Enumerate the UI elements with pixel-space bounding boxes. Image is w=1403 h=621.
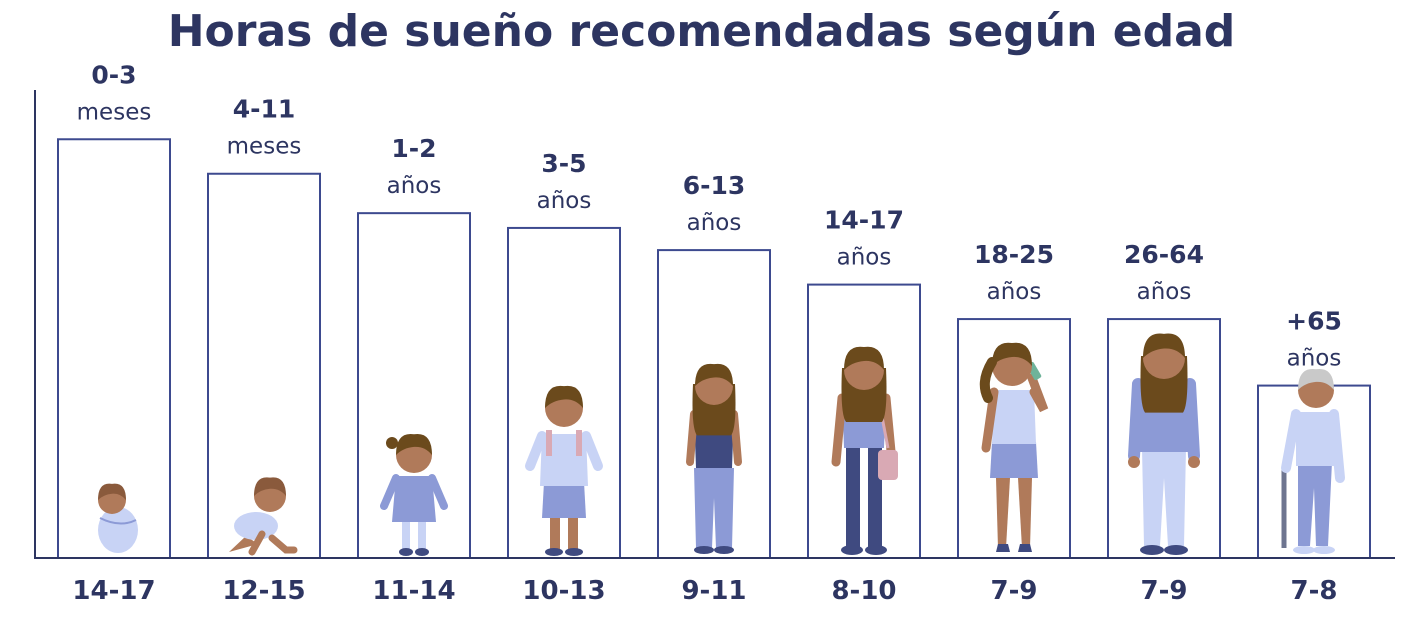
chart-title: Horas de sueño recomendadas según edad [167,6,1236,57]
figure-baby-crawling-icon [229,477,298,556]
figures [98,333,1345,556]
figure-toddler-icon [380,434,448,556]
age-unit-label: años [987,279,1042,305]
age-range-label: 4-11 [233,95,296,124]
labels: 0-3 meses 14-17 4-11 meses 12-15 1-2 años 11-14 3… [72,60,1341,606]
hours-label: 14-17 [72,576,155,606]
age-unit-label: años [387,173,442,199]
age-range-label: 3-5 [541,149,586,178]
hours-label: 7-9 [1141,576,1188,606]
figure-baby-swaddled-icon [98,483,138,553]
figure-senior-icon [1281,369,1345,554]
figure-adult-icon [1128,333,1200,555]
hours-label: 7-8 [1291,576,1338,606]
age-range-label: 1-2 [391,134,436,163]
figure-young-adult-icon [979,342,1049,552]
hours-label: 8-10 [831,576,896,606]
age-range-label: 26-64 [1124,240,1204,269]
hours-label: 10-13 [522,576,605,606]
hours-label: 12-15 [222,576,305,606]
age-unit-label: meses [77,99,152,125]
age-unit-label: años [687,210,742,236]
figure-child-icon [686,363,742,554]
hours-label: 11-14 [372,576,455,606]
age-range-label: +65 [1286,307,1342,336]
figure-preschooler-icon [525,385,603,556]
figure-teen-icon [831,346,898,555]
age-unit-label: años [1137,279,1192,305]
age-range-label: 6-13 [683,171,746,200]
age-range-label: 0-3 [91,60,136,89]
age-unit-label: años [837,245,892,271]
age-unit-label: años [1287,346,1342,372]
hours-label: 9-11 [681,576,746,606]
age-range-label: 14-17 [824,206,904,235]
age-range-label: 18-25 [974,240,1054,269]
age-unit-label: meses [227,134,302,160]
hours-label: 7-9 [991,576,1038,606]
age-unit-label: años [537,188,592,214]
